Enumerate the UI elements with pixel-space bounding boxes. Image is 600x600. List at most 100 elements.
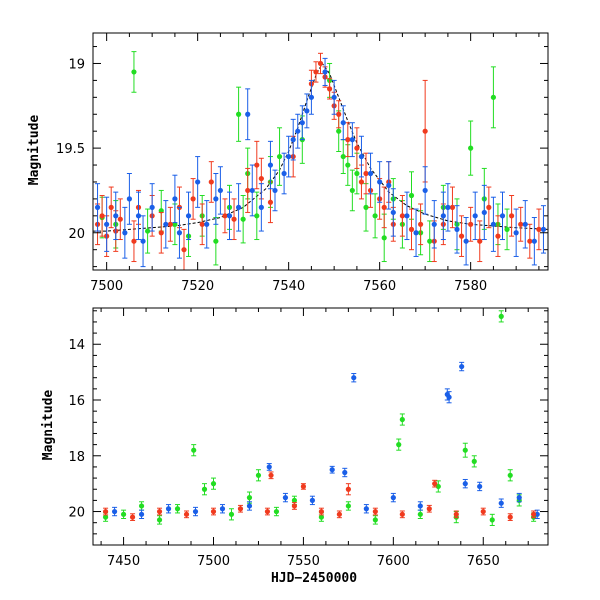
red-point xyxy=(507,513,513,521)
data-marker xyxy=(317,60,324,67)
blue-point xyxy=(304,93,310,129)
data-marker xyxy=(354,170,360,177)
green-point xyxy=(498,310,504,323)
blue-point xyxy=(422,166,428,215)
data-marker xyxy=(404,213,410,219)
data-marker xyxy=(308,94,314,100)
data-marker xyxy=(135,213,142,219)
data-marker xyxy=(309,497,316,503)
data-marker xyxy=(236,204,242,210)
plot-frame xyxy=(92,307,549,546)
data-marker xyxy=(213,196,219,202)
green-point xyxy=(435,480,441,493)
green-point xyxy=(236,86,242,142)
blue-point xyxy=(481,184,487,241)
blue-point xyxy=(266,463,272,471)
blue-point xyxy=(513,208,519,257)
bottom-panel-data xyxy=(102,310,540,526)
red-point xyxy=(231,198,237,241)
data-marker xyxy=(272,187,278,194)
data-marker xyxy=(267,162,274,168)
data-marker xyxy=(531,511,537,517)
data-marker xyxy=(349,137,355,143)
red-point xyxy=(190,178,196,220)
data-marker xyxy=(322,69,328,75)
data-marker xyxy=(291,497,298,503)
blue-point xyxy=(295,113,301,149)
x-tick-label: 7520 xyxy=(181,279,214,294)
red-point xyxy=(363,152,369,195)
data-marker xyxy=(453,511,459,517)
blue-point xyxy=(249,164,255,217)
red-point xyxy=(458,215,465,257)
data-marker xyxy=(281,170,287,177)
blue-point xyxy=(390,188,396,237)
data-marker xyxy=(435,483,441,490)
data-marker xyxy=(381,204,387,210)
data-marker xyxy=(313,69,319,75)
data-marker xyxy=(102,508,109,515)
blue-point xyxy=(258,183,264,232)
data-marker xyxy=(377,179,383,185)
data-marker xyxy=(94,204,101,210)
blue-point xyxy=(490,196,496,252)
data-marker xyxy=(327,86,333,92)
data-marker xyxy=(449,204,456,210)
red-point xyxy=(317,52,324,75)
data-marker xyxy=(513,230,519,236)
data-marker xyxy=(481,209,487,216)
data-marker xyxy=(399,511,405,517)
data-marker xyxy=(408,192,415,199)
blue-point xyxy=(226,191,233,241)
data-marker xyxy=(504,226,510,232)
data-marker xyxy=(195,179,201,185)
red-point xyxy=(268,471,274,480)
red-point xyxy=(453,510,459,519)
blue-point xyxy=(329,465,335,474)
data-marker xyxy=(237,506,244,512)
data-marker xyxy=(331,94,337,100)
red-point xyxy=(300,483,307,490)
x-tick-label: 7560 xyxy=(363,279,396,294)
data-marker xyxy=(249,187,255,194)
data-marker xyxy=(490,221,496,227)
green-point xyxy=(462,442,468,458)
data-marker xyxy=(286,153,292,160)
data-marker xyxy=(185,213,192,219)
red-point xyxy=(156,507,163,516)
green-point xyxy=(468,120,474,176)
data-marker xyxy=(318,508,324,515)
blue-point xyxy=(322,57,328,86)
blue-point xyxy=(358,135,365,178)
data-marker xyxy=(396,442,402,448)
blue-point xyxy=(149,183,155,232)
data-marker xyxy=(190,196,196,202)
blue-point xyxy=(534,509,540,520)
data-marker xyxy=(210,508,217,515)
data-marker xyxy=(267,199,274,205)
blue-point xyxy=(163,200,169,249)
data-marker xyxy=(181,247,187,253)
blue-point xyxy=(454,205,460,254)
red-point xyxy=(237,504,244,513)
data-marker xyxy=(477,483,483,490)
plot-frame xyxy=(92,32,549,271)
blue-point xyxy=(140,215,146,268)
data-marker xyxy=(459,363,465,370)
data-marker xyxy=(486,204,492,210)
green-point xyxy=(120,509,127,520)
data-marker xyxy=(295,128,301,134)
green-point xyxy=(228,508,235,521)
red-point xyxy=(108,186,114,229)
blue-point xyxy=(342,467,348,478)
data-marker xyxy=(431,221,437,227)
green-point xyxy=(372,515,378,525)
data-marker xyxy=(336,511,342,517)
green-point xyxy=(399,413,405,426)
data-marker xyxy=(477,238,483,244)
green-point xyxy=(427,220,433,263)
red-point xyxy=(291,502,298,510)
red-point xyxy=(183,510,190,519)
bottom-panel: 7450 7500 7550 7600 7650 14 16 18 20 Magnitude H… xyxy=(41,307,549,586)
